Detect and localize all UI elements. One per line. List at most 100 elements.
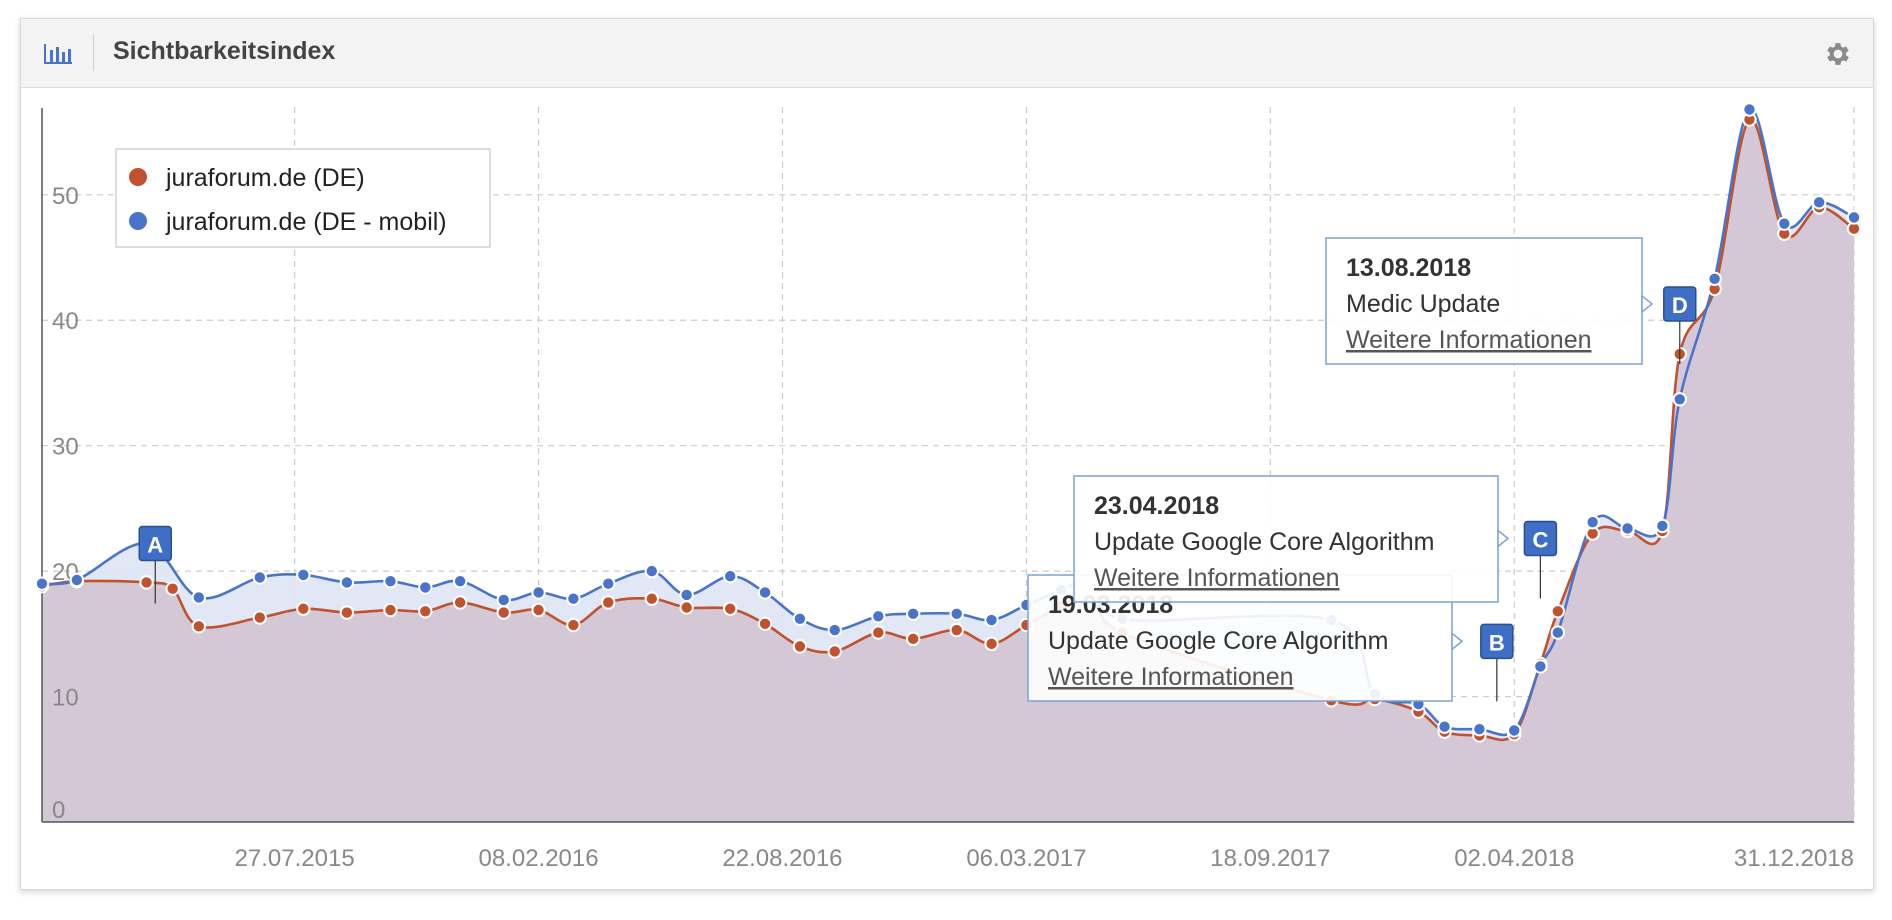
data-point-mobile [1507,723,1522,738]
data-point-mobile [296,567,311,583]
data-point-mobile [1437,719,1452,734]
data-point-mobile [252,570,267,585]
data-point-desktop [984,636,999,652]
data-point-mobile [949,606,964,621]
annotation-d[interactable]: 13.08.2018 Medic Update Weitere Informatio… [1325,237,1697,365]
callout-pointer [1497,528,1510,549]
callout-link[interactable]: Weitere Informationen [1094,564,1340,592]
data-point-mobile [1533,659,1548,674]
callout-title: Update Google Core Algorithm [1094,528,1434,556]
x-tick-label: 08.02.2016 [478,845,598,872]
data-point-desktop [252,610,267,625]
data-point-desktop [679,600,694,615]
x-tick-label: 22.08.2016 [722,845,842,872]
data-point-desktop [827,644,842,659]
data-point-desktop [871,625,886,640]
callout-date: 13.08.2018 [1346,254,1471,282]
legend: juraforum.de (DE) juraforum.de (DE - mobi… [115,148,491,248]
area-fill [42,108,1854,823]
legend-marker-desktop [129,168,147,186]
data-point-mobile [1585,515,1600,530]
data-point-mobile [871,609,886,624]
annotation-callout-d: 13.08.2018 Medic Update Weitere Informatio… [1325,237,1654,365]
callout-date: 23.04.2018 [1094,492,1219,520]
callout-link[interactable]: Weitere Informationen [1346,326,1592,354]
desktop-area [42,118,1854,823]
data-point-mobile [34,576,50,591]
data-point-mobile [1777,216,1792,231]
data-point-mobile [679,587,694,603]
widget-title: Sichtbarkeitsindex [113,37,336,65]
callout-title: Update Google Core Algorithm [1048,627,1388,655]
data-point-desktop [383,602,398,618]
data-point-mobile [339,575,355,590]
data-point-desktop [418,604,433,619]
data-point-mobile [69,572,85,588]
data-point-desktop [452,595,468,610]
y-tick-label: 10 [52,685,79,712]
data-point-mobile [496,592,511,608]
data-point-desktop [1550,604,1566,619]
data-point-mobile [792,611,808,626]
data-point-mobile [418,580,433,595]
data-point-desktop [496,605,511,620]
data-point-desktop [339,605,355,620]
annotation-marker [1480,623,1514,660]
callout-title: Medic Update [1346,290,1500,318]
legend-box [115,148,491,248]
annotation-callout-c: 23.04.2018 Update Google Core Algorithm We… [1073,475,1510,603]
data-point-desktop [905,631,921,647]
x-tick-label: 02.04.2018 [1454,845,1574,872]
data-point-mobile [757,585,773,600]
x-tick-label: 27.07.2015 [235,845,355,872]
data-point-mobile [723,568,738,584]
callout-box [1073,475,1499,603]
data-point-desktop [531,602,546,618]
data-point-mobile [644,563,660,579]
data-point-mobile [452,573,468,589]
legend-marker-mobile [129,212,147,230]
data-point-desktop [566,617,581,633]
data-point-mobile [383,573,398,589]
data-point-desktop [139,575,154,590]
data-point-mobile [1811,195,1827,210]
data-point-desktop [723,601,738,616]
data-point-mobile [1742,102,1757,117]
legend-label: juraforum.de (DE) [165,164,365,192]
data-point-mobile [1550,625,1566,640]
gear-icon[interactable] [1823,39,1853,69]
callout-box [1325,237,1643,365]
legend-label: juraforum.de (DE - mobil) [165,208,447,236]
annotation-marker-label: B [1489,630,1505,655]
data-point-desktop [191,619,207,634]
annotation-marker-label: C [1532,528,1548,553]
annotation-marker [1523,520,1558,557]
annotation-marker [1663,286,1697,322]
callout-pointer [1641,294,1654,314]
data-point-desktop [792,639,808,654]
callout-pointer [1451,631,1464,651]
data-point-mobile [1672,392,1687,407]
annotation-marker [138,525,172,562]
widget-header: Sichtbarkeitsindex [21,19,1873,88]
data-point-mobile [984,612,999,628]
data-point-mobile [1472,721,1487,737]
header-divider [93,35,94,71]
y-tick-label: 0 [52,797,65,824]
y-tick-label: 50 [52,183,79,210]
x-tick-label: 06.03.2017 [966,845,1086,872]
data-point-mobile [905,606,921,621]
data-point-mobile [601,576,616,591]
annotation-a[interactable]: A [138,525,172,604]
annotation-c[interactable]: 23.04.2018 Update Google Core Algorithm We… [1073,475,1558,603]
annotation-marker-label: A [147,533,163,558]
data-point-mobile [566,591,581,606]
data-point-desktop [644,591,660,606]
data-point-mobile [191,590,207,605]
data-point-mobile [1707,271,1722,287]
data-point-desktop [296,601,311,616]
x-tick-label: 18.09.2017 [1210,845,1330,872]
callout-link[interactable]: Weitere Informationen [1048,663,1294,691]
